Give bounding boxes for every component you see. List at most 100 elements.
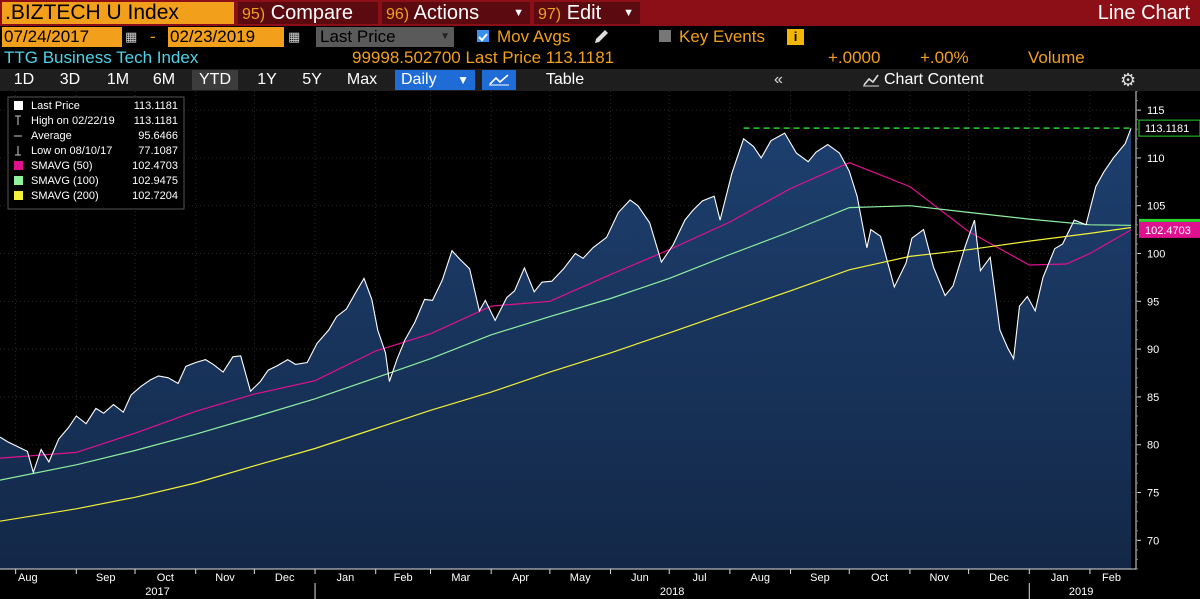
caret-down-icon: ▼ bbox=[457, 73, 469, 87]
x-tick-label: Jul bbox=[693, 572, 707, 584]
gear-icon[interactable]: ⚙ bbox=[1120, 70, 1137, 90]
y-axis-panel bbox=[1133, 91, 1200, 569]
tab-ytd[interactable]: YTD bbox=[192, 70, 238, 90]
ticker-input[interactable]: .BIZTECH U Index bbox=[2, 2, 234, 24]
x-tick-label: Apr bbox=[512, 572, 529, 584]
net-change: +.0000 bbox=[828, 48, 881, 67]
last-price-tag-label: 113.1181 bbox=[1145, 123, 1189, 135]
security-name: TTG Business Tech Index bbox=[4, 48, 199, 67]
tab-1y[interactable]: 1Y bbox=[257, 71, 277, 88]
mov-avgs-label: Mov Avgs bbox=[497, 27, 571, 46]
x-tick-label: Jun bbox=[631, 572, 649, 584]
x-tick-label: Sep bbox=[96, 572, 116, 584]
legend-series-value: 113.1181 bbox=[134, 100, 178, 112]
caret-down-icon: ▼ bbox=[440, 31, 450, 42]
sma50-tag bbox=[1139, 221, 1200, 238]
end-date-input[interactable]: 02/23/2019 bbox=[168, 27, 284, 47]
y-tick-label: 80 bbox=[1147, 440, 1159, 452]
start-date-input[interactable]: 07/24/2017 bbox=[2, 27, 122, 47]
chart-content-icon bbox=[862, 72, 880, 93]
year-label: 2017 bbox=[145, 586, 169, 598]
x-tick-label: May bbox=[570, 572, 591, 584]
compare-label: Compare bbox=[270, 2, 353, 24]
y-tick-label: 70 bbox=[1147, 535, 1159, 547]
x-tick-label: Dec bbox=[989, 572, 1009, 584]
sma100-line bbox=[0, 205, 1132, 481]
x-axis-panel bbox=[0, 570, 1200, 599]
last-price-text: 99998.502700 Last Price 113.1181 bbox=[352, 48, 615, 67]
sma50-line bbox=[0, 162, 1132, 459]
y-tick-label: 85 bbox=[1147, 392, 1159, 404]
top-command-bar: .BIZTECH U Index 95) Compare 96) Actions… bbox=[0, 0, 1200, 26]
actions-button[interactable]: 96) Actions ▼ bbox=[382, 2, 530, 24]
edit-number: 97) bbox=[538, 6, 562, 23]
legend-series-value: 102.9475 bbox=[132, 175, 178, 187]
sma100-tag-strip bbox=[1139, 218, 1200, 222]
chart-content-button[interactable]: Chart Content bbox=[884, 71, 984, 88]
key-events-label: Key Events bbox=[679, 27, 765, 46]
x-tick-label: Nov bbox=[929, 572, 949, 584]
tab-3d[interactable]: 3D bbox=[59, 71, 81, 88]
date-separator: - bbox=[150, 27, 156, 46]
double-chevron-left-icon[interactable]: « bbox=[774, 71, 783, 88]
key-events-checkbox[interactable] bbox=[659, 30, 671, 42]
legend-series-name: SMAVG (100) bbox=[31, 175, 99, 187]
calendar-icon[interactable]: ▦ bbox=[288, 29, 301, 44]
compare-button[interactable]: 95) Compare bbox=[238, 2, 378, 24]
x-tick-label: Mar bbox=[451, 572, 470, 584]
legend-series-value: 77.1087 bbox=[138, 145, 178, 157]
tab-1m[interactable]: 1M bbox=[106, 71, 130, 88]
field-dropdown-value: Last Price bbox=[320, 27, 396, 46]
legend-series-name: Low on 08/10/17 bbox=[31, 145, 112, 157]
edit-button[interactable]: 97) Edit ▼ bbox=[534, 2, 640, 24]
x-tick-label: Feb bbox=[1102, 572, 1121, 584]
info-icon[interactable]: i bbox=[787, 29, 804, 45]
legend-color-swatch bbox=[14, 176, 23, 185]
x-tick-label: Aug bbox=[750, 572, 770, 584]
legend-series-name: SMAVG (50) bbox=[31, 160, 93, 172]
sma200-line bbox=[0, 226, 1132, 522]
legend-series-value: 102.4703 bbox=[132, 160, 178, 172]
mov-avgs-checkbox[interactable] bbox=[477, 30, 489, 42]
legend-series-value: 102.7204 bbox=[132, 190, 178, 202]
caret-down-icon: ▼ bbox=[623, 7, 634, 19]
x-tick-label: Oct bbox=[871, 572, 888, 584]
tab-max[interactable]: Max bbox=[346, 71, 378, 88]
price-chart: 70 75 80 85 90 95 100 105 110 115 113.1181 102.4703… bbox=[0, 91, 1200, 599]
pct-change: +.00% bbox=[920, 48, 969, 67]
compare-number: 95) bbox=[242, 6, 266, 23]
last-price-tag bbox=[1138, 119, 1200, 137]
y-tick-label: 100 bbox=[1147, 249, 1165, 261]
line-chart-icon[interactable] bbox=[482, 70, 516, 90]
legend-series-value: 113.1181 bbox=[134, 115, 178, 127]
tab-5y[interactable]: 5Y bbox=[302, 71, 322, 88]
x-tick-label: Oct bbox=[157, 572, 174, 584]
legend-color-swatch bbox=[14, 161, 23, 170]
y-tick-label: 105 bbox=[1147, 201, 1165, 213]
legend-series-name: Average bbox=[31, 130, 72, 142]
pencil-icon[interactable] bbox=[592, 28, 610, 51]
frequency-dropdown[interactable]: Daily ▼ bbox=[395, 70, 475, 90]
field-dropdown[interactable]: Last Price ▼ bbox=[316, 27, 454, 47]
tab-1d[interactable]: 1D bbox=[13, 71, 35, 88]
y-tick-label: 110 bbox=[1147, 153, 1165, 165]
x-tick-label: Sep bbox=[810, 572, 830, 584]
y-tick-label: 75 bbox=[1147, 488, 1159, 500]
tab-6m[interactable]: 6M bbox=[152, 71, 176, 88]
legend-series-name: Last Price bbox=[31, 100, 80, 112]
quote-line: TTG Business Tech Index 99998.502700 Las… bbox=[0, 48, 1200, 68]
legend-series-name: SMAVG (200) bbox=[31, 190, 99, 202]
y-tick-label: 95 bbox=[1147, 296, 1159, 308]
x-tick-label: Jan bbox=[1051, 572, 1069, 584]
x-tick-label: Aug bbox=[18, 572, 38, 584]
chart-type-title: Line Chart bbox=[1097, 2, 1190, 24]
y-tick-label: 90 bbox=[1147, 344, 1159, 356]
x-tick-label: Dec bbox=[275, 572, 295, 584]
price-line bbox=[0, 128, 1132, 475]
table-button[interactable]: Table bbox=[545, 71, 585, 88]
legend-square-icon bbox=[14, 101, 23, 110]
y-tick-label: 115 bbox=[1147, 105, 1165, 117]
frequency-value: Daily bbox=[401, 71, 437, 88]
actions-number: 96) bbox=[386, 6, 410, 23]
calendar-icon[interactable]: ▦ bbox=[125, 29, 138, 44]
